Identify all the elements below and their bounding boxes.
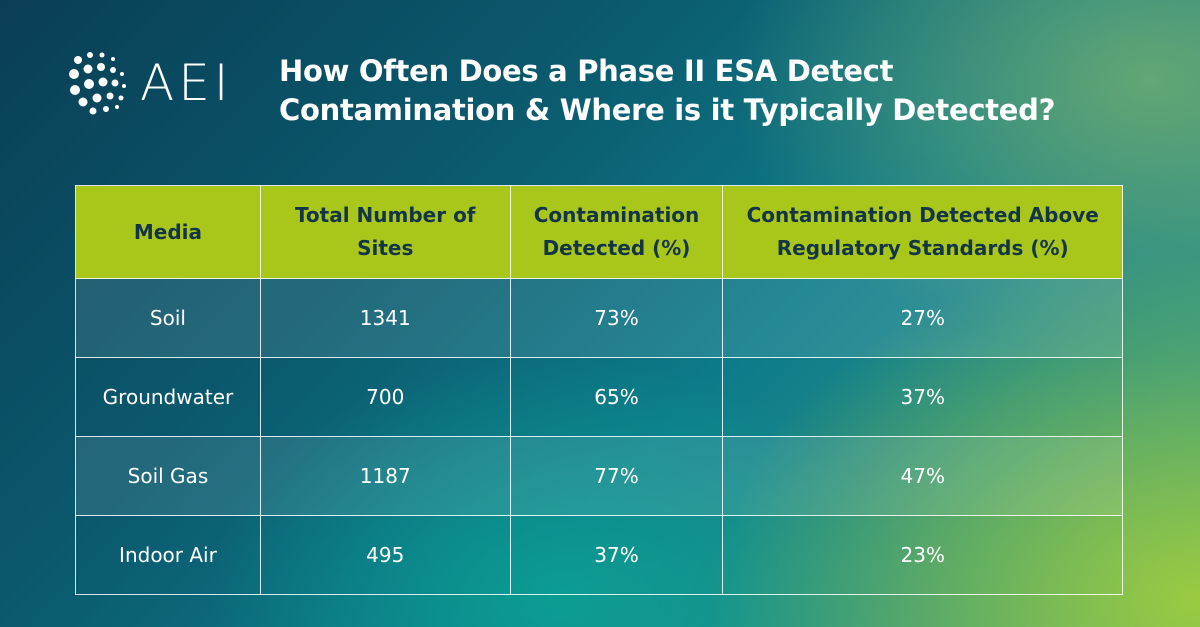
cell-detected: 37% xyxy=(509,515,724,595)
cell-total-sites: 1187 xyxy=(259,436,511,516)
cell-media: Soil xyxy=(75,278,261,358)
header-text: Regulatory Standards (%) xyxy=(776,236,1069,260)
title-line-1: How Often Does a Phase II ESA Detect xyxy=(279,54,894,88)
table-row: Indoor Air 495 37% 23% xyxy=(75,515,1123,595)
cell-above-standards: 47% xyxy=(722,436,1123,516)
header-text: Sites xyxy=(357,236,414,260)
page-title: How Often Does a Phase II ESA Detect Con… xyxy=(279,52,1055,130)
table-row: Groundwater 700 65% 37% xyxy=(75,357,1123,437)
cell-media: Soil Gas xyxy=(75,436,261,516)
cell-total-sites: 700 xyxy=(259,357,511,437)
cell-total-sites: 1341 xyxy=(259,278,511,358)
table-row: Soil Gas 1187 77% 47% xyxy=(75,436,1123,516)
cell-media: Indoor Air xyxy=(75,515,261,595)
cell-above-standards: 23% xyxy=(722,515,1123,595)
header-text: Total Number of xyxy=(294,203,476,227)
header-total-sites: Total Number of Sites xyxy=(259,185,511,279)
data-table: Media Total Number of Sites Contamination… xyxy=(75,185,1123,595)
title-line-2: Contamination & Where is it Typically De… xyxy=(279,93,1056,127)
header-text: Detected (%) xyxy=(542,236,691,260)
cell-total-sites: 495 xyxy=(259,515,511,595)
header-text: Media xyxy=(133,219,203,244)
header-row: Media Total Number of Sites Contamination… xyxy=(75,185,1123,279)
cell-detected: 73% xyxy=(509,278,724,358)
cell-detected: 77% xyxy=(509,436,724,516)
aei-logo: AEI xyxy=(68,50,233,116)
header-text: Contamination Detected Above xyxy=(746,203,1099,227)
cell-above-standards: 27% xyxy=(722,278,1123,358)
logo-text: AEI xyxy=(140,54,233,112)
header-above-standards: Contamination Detected Above Regulatory S… xyxy=(722,185,1123,279)
dot-sphere-icon xyxy=(69,52,126,115)
cell-detected: 65% xyxy=(509,357,724,437)
cell-above-standards: 37% xyxy=(722,357,1123,437)
header-media: Media xyxy=(75,185,261,279)
table-row: Soil 1341 73% 27% xyxy=(75,278,1123,358)
cell-media: Groundwater xyxy=(75,357,261,437)
header-text: Contamination xyxy=(533,203,700,227)
header-contamination-detected: Contamination Detected (%) xyxy=(509,185,724,279)
